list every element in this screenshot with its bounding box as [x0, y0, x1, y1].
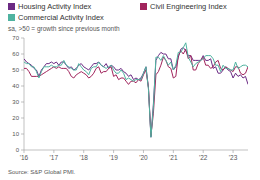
y-tick-label: 30 [12, 99, 19, 105]
x-tick [113, 150, 114, 153]
y-tick [21, 134, 24, 135]
x-tick [53, 150, 54, 153]
x-tick [173, 150, 174, 153]
x-tick [233, 150, 234, 153]
x-tick [24, 150, 25, 153]
x-tick-label: '19 [109, 154, 118, 161]
x-tick-label: '17 [50, 154, 59, 161]
x-tick-label: '23 [229, 154, 238, 161]
legend-swatch [140, 3, 147, 10]
y-tick-label: 40 [12, 83, 19, 89]
x-tick [203, 150, 204, 153]
plot-area [24, 43, 248, 137]
legend-label: Civil Engineering Index [150, 2, 227, 11]
y-tick [21, 70, 24, 71]
y-tick-label: 60 [12, 51, 19, 57]
subtitle: sa, >50 = growth since previous month [8, 25, 120, 33]
y-tick [21, 54, 24, 55]
y-tick-label: 0 [16, 147, 20, 153]
x-tick-label: '21 [169, 154, 178, 161]
y-tick [21, 118, 24, 119]
x-tick-label: '20 [139, 154, 148, 161]
series-line [24, 43, 248, 137]
source: Source: S&P Global PMI. [8, 169, 76, 175]
y-tick [21, 86, 24, 87]
x-tick-label: '18 [79, 154, 88, 161]
legend-swatch [8, 3, 15, 10]
legend-label: Commercial Activity Index [18, 13, 104, 22]
chart: Housing Activity Index Civil Engineering … [0, 0, 260, 180]
x-tick [143, 150, 144, 153]
x-tick-label: '22 [199, 154, 208, 161]
y-tick [21, 150, 24, 151]
legend-label: Housing Activity Index [18, 2, 92, 11]
y-tick-label: 10 [12, 131, 19, 137]
y-tick [21, 38, 24, 39]
y-tick-label: 50 [12, 67, 19, 73]
x-tick [83, 150, 84, 153]
y-tick-label: 70 [12, 35, 19, 41]
y-tick-label: 20 [12, 115, 19, 121]
x-axis [24, 150, 248, 151]
y-tick [21, 102, 24, 103]
x-tick-label: '16 [20, 154, 29, 161]
legend-swatch [8, 14, 15, 21]
y-axis [24, 38, 25, 150]
